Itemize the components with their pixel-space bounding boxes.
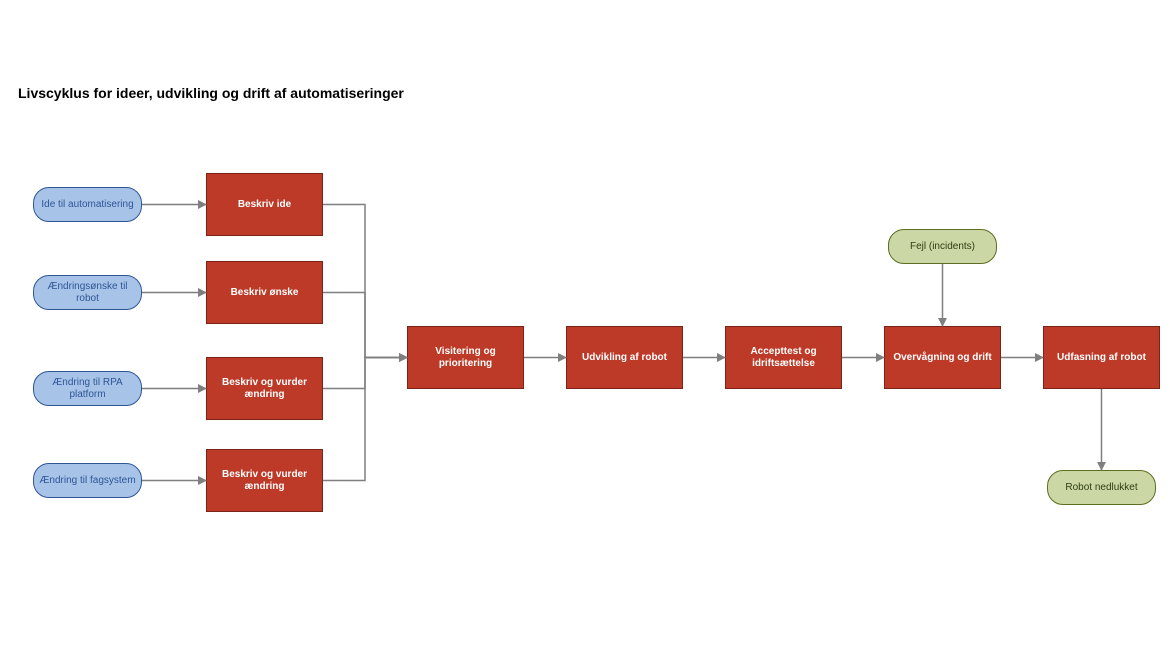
node-n_idea: Ide til automatisering bbox=[33, 187, 142, 222]
node-label: Ændring til RPA platform bbox=[38, 377, 137, 400]
node-p_accept: Accepttest og idriftsættelse bbox=[725, 326, 842, 389]
node-p_dev: Udvikling af robot bbox=[566, 326, 683, 389]
node-label: Ide til automatisering bbox=[41, 199, 133, 211]
edge bbox=[323, 358, 407, 389]
node-p_idea: Beskriv ide bbox=[206, 173, 323, 236]
node-label: Beskriv og vurder ændring bbox=[211, 377, 318, 400]
node-label: Robot nedlukket bbox=[1065, 482, 1137, 494]
node-p_wish: Beskriv ønske bbox=[206, 261, 323, 324]
diagram-title: Livscyklus for ideer, udvikling og drift… bbox=[18, 85, 404, 101]
node-n_fail: Fejl (incidents) bbox=[888, 229, 997, 264]
node-label: Ændring til fagsystem bbox=[39, 475, 135, 487]
node-label: Fejl (incidents) bbox=[910, 241, 975, 253]
node-label: Udfasning af robot bbox=[1057, 352, 1146, 364]
node-label: Udvikling af robot bbox=[582, 352, 667, 364]
node-n_wish: Ændringsønske til robot bbox=[33, 275, 142, 310]
node-n_rpa: Ændring til RPA platform bbox=[33, 371, 142, 406]
node-label: Overvågning og drift bbox=[893, 352, 991, 364]
node-label: Ændringsønske til robot bbox=[38, 281, 137, 304]
node-n_fag: Ændring til fagsystem bbox=[33, 463, 142, 498]
node-p_visit: Visitering og prioritering bbox=[407, 326, 524, 389]
edge bbox=[323, 293, 407, 358]
node-label: Beskriv ide bbox=[238, 199, 291, 211]
node-p_monitor: Overvågning og drift bbox=[884, 326, 1001, 389]
node-p_rpa: Beskriv og vurder ændring bbox=[206, 357, 323, 420]
node-label: Beskriv og vurder ændring bbox=[211, 469, 318, 492]
node-label: Visitering og prioritering bbox=[412, 346, 519, 369]
node-p_fag: Beskriv og vurder ændring bbox=[206, 449, 323, 512]
edge bbox=[323, 358, 407, 481]
node-p_phaseout: Udfasning af robot bbox=[1043, 326, 1160, 389]
node-label: Accepttest og idriftsættelse bbox=[730, 346, 837, 369]
node-label: Beskriv ønske bbox=[231, 287, 299, 299]
node-n_closed: Robot nedlukket bbox=[1047, 470, 1156, 505]
edge bbox=[323, 205, 407, 358]
